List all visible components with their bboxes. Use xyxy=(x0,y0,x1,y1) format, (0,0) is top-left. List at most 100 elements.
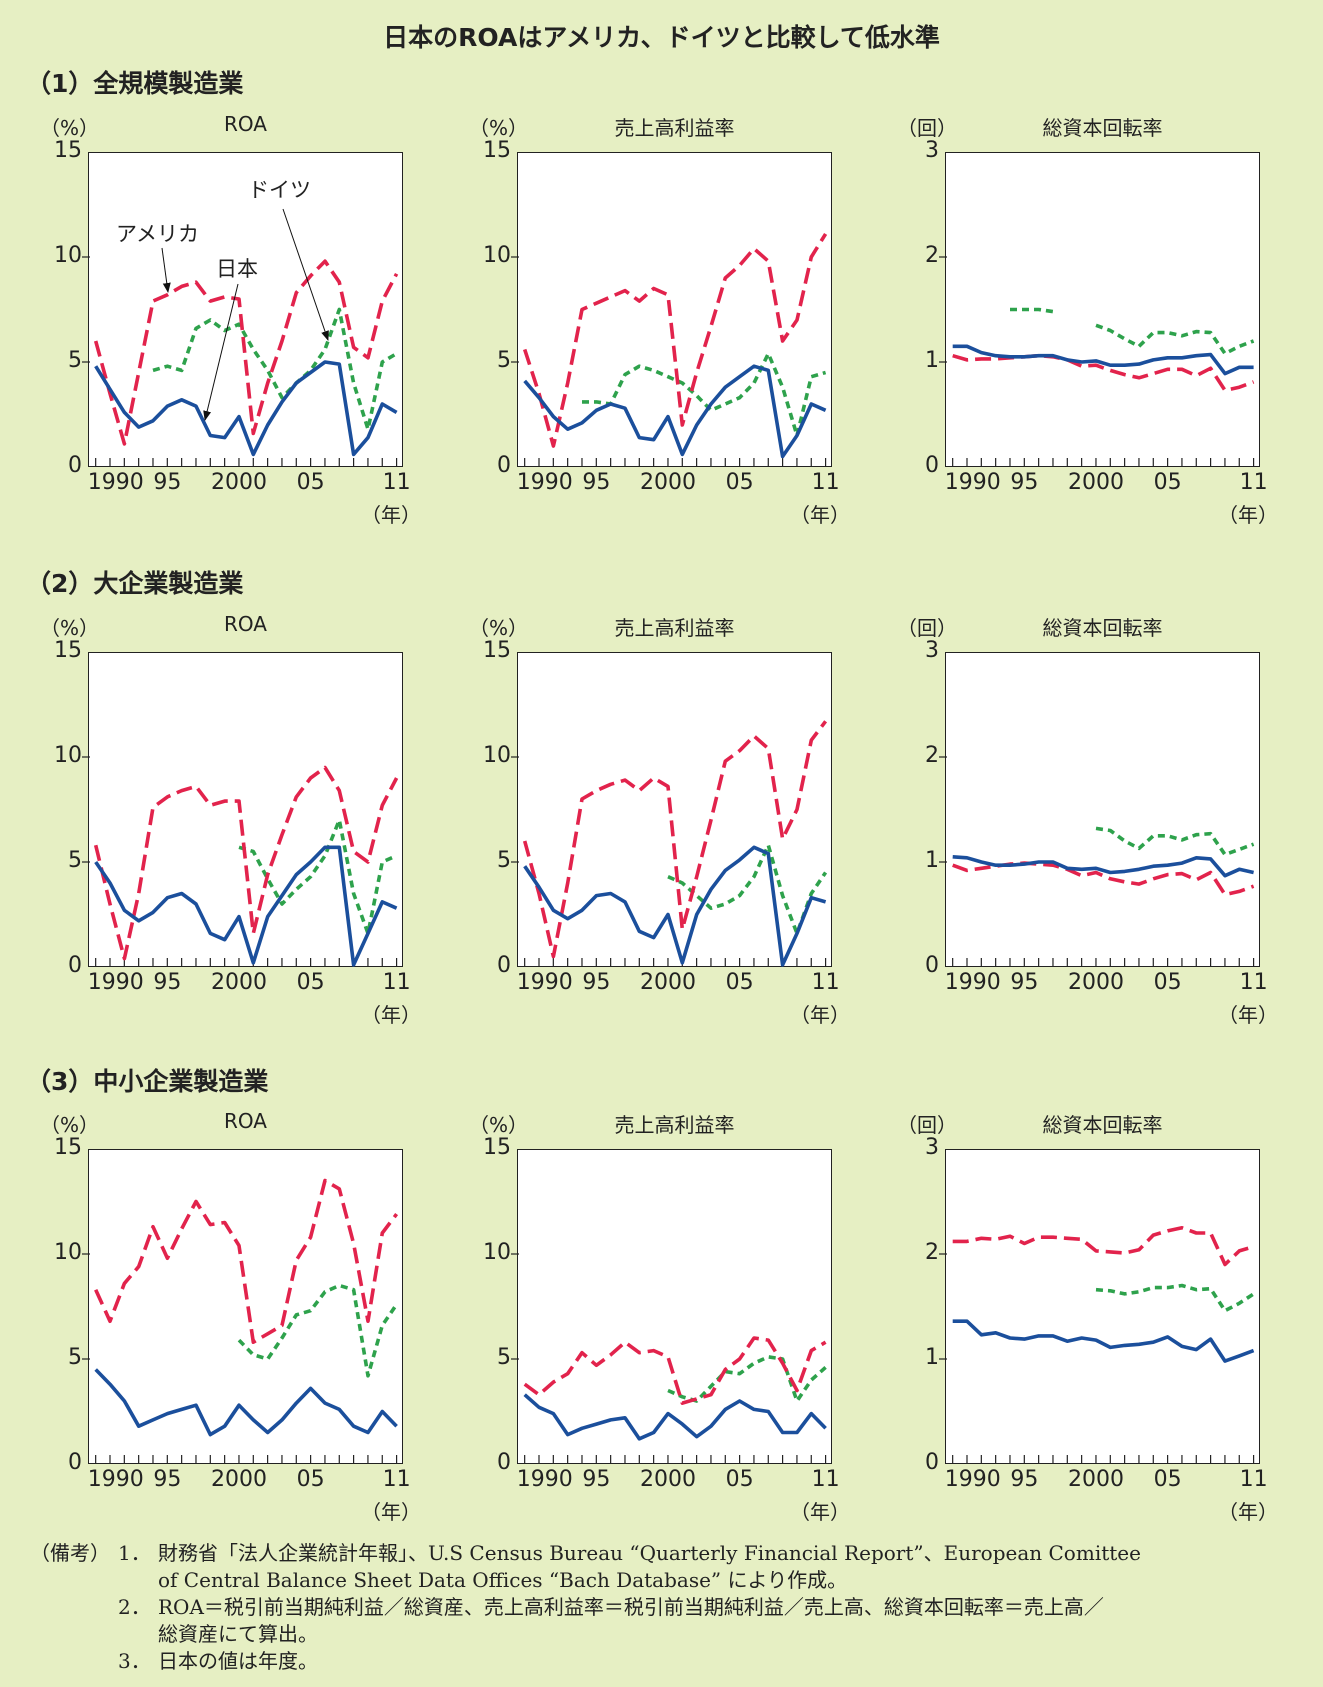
x-tick-label: 95 xyxy=(153,1467,182,1492)
x-tick-label: 11 xyxy=(1239,470,1268,495)
x-tick-label: 95 xyxy=(153,470,182,495)
annotation-germany: ドイツ xyxy=(248,178,311,202)
y-tick-label: 0 xyxy=(497,453,511,478)
x-unit-label: （年） xyxy=(361,1500,421,1524)
series-line-germany xyxy=(1010,307,1255,356)
note-text: 総資産にて算出。 xyxy=(158,1622,318,1646)
chart-svg xyxy=(939,256,1255,467)
series-line-japan xyxy=(523,845,827,967)
chart-title: 売上高利益率 xyxy=(614,116,735,140)
x-unit-label: （年） xyxy=(1218,1003,1278,1027)
y-tick-label: 2 xyxy=(925,1240,939,1265)
arrow-usa-icon xyxy=(161,247,171,293)
x-tick-label: 95 xyxy=(582,970,611,995)
series-line-usa xyxy=(952,1226,1255,1267)
y-tick-label: 0 xyxy=(68,1450,82,1475)
plot-area xyxy=(945,652,1260,967)
x-tick-label: 2000 xyxy=(1068,970,1124,995)
y-tick-label: 1 xyxy=(925,1345,939,1370)
note-num: 2． xyxy=(118,1595,151,1619)
y-tick-label: 15 xyxy=(54,138,82,163)
y-tick-label: 5 xyxy=(68,848,82,873)
y-tick-label: 10 xyxy=(54,1240,82,1265)
plot-area xyxy=(945,1149,1260,1464)
note-text: of Central Balance Sheet Data Offices “B… xyxy=(158,1568,848,1592)
y-tick-label: 0 xyxy=(497,1450,511,1475)
chart-svg xyxy=(82,1178,399,1464)
y-tick-label: 15 xyxy=(54,1135,82,1160)
x-tick-label: 1990 xyxy=(87,470,144,495)
series-line-usa xyxy=(523,1336,827,1405)
x-tick-label: 95 xyxy=(582,470,611,495)
series-line-germany xyxy=(238,818,398,936)
x-tick-label: 11 xyxy=(811,970,840,995)
series-line-germany xyxy=(237,1283,399,1378)
note-text: ROA＝税引前当期純利益／総資産、売上高利益率＝税引前当期純利益／売上高、総資本… xyxy=(158,1595,1104,1619)
chart-svg xyxy=(82,756,399,967)
series-line-japan xyxy=(952,1319,1255,1363)
y-unit-label: （回） xyxy=(897,616,957,640)
chart-title: 総資本回転率 xyxy=(1042,116,1163,140)
x-tick-label: 11 xyxy=(811,1467,840,1492)
x-tick-label: 2000 xyxy=(640,970,696,995)
note-text: 日本の値は年度。 xyxy=(158,1649,318,1673)
chart-title: ROA xyxy=(224,612,267,636)
y-tick-label: 3 xyxy=(925,638,939,663)
x-tick-label: 11 xyxy=(382,970,411,995)
x-tick-label: 95 xyxy=(1010,970,1039,995)
x-tick-label: 2000 xyxy=(640,470,696,495)
series-line-usa xyxy=(522,720,828,959)
series-line-japan xyxy=(523,1393,827,1441)
x-tick-label: 11 xyxy=(382,470,411,495)
x-tick-label: 2000 xyxy=(1068,1467,1124,1492)
arrow-japan-icon xyxy=(203,283,239,421)
page-title: 日本のROAはアメリカ、ドイツと比較して低水準 xyxy=(383,23,940,52)
x-unit-label: （年） xyxy=(790,1003,850,1027)
x-tick-label: 2000 xyxy=(1068,470,1124,495)
x-tick-label: 11 xyxy=(1239,1467,1268,1492)
x-unit-label: （年） xyxy=(790,503,850,527)
y-unit-label: （回） xyxy=(897,1113,957,1137)
y-tick-label: 10 xyxy=(483,243,511,268)
x-tick-label: 11 xyxy=(1239,970,1268,995)
plot-area xyxy=(945,152,1260,467)
series-line-japan xyxy=(94,1368,398,1437)
chart-svg xyxy=(511,720,828,967)
series-line-japan xyxy=(952,855,1254,878)
y-tick-label: 0 xyxy=(68,953,82,978)
y-tick-label: 15 xyxy=(483,638,511,663)
y-tick-label: 1 xyxy=(925,348,939,373)
series-line-usa xyxy=(93,765,399,961)
y-unit-label: （%） xyxy=(469,1113,529,1137)
x-unit-label: （年） xyxy=(361,503,421,527)
y-unit-label: （%） xyxy=(40,116,100,140)
chart-title: ROA xyxy=(224,112,267,136)
series-line-germany xyxy=(152,307,398,431)
y-unit-label: （%） xyxy=(40,1113,100,1137)
y-tick-label: 15 xyxy=(483,1135,511,1160)
y-tick-label: 0 xyxy=(925,1450,939,1475)
y-tick-label: 1 xyxy=(925,848,939,873)
x-tick-label: 95 xyxy=(582,1467,611,1492)
y-tick-label: 3 xyxy=(925,138,939,163)
x-tick-label: 95 xyxy=(1010,470,1039,495)
plot-area xyxy=(517,1149,832,1464)
x-tick-label: 11 xyxy=(811,470,840,495)
y-tick-label: 5 xyxy=(497,348,511,373)
y-tick-label: 5 xyxy=(68,1345,82,1370)
annotation-usa: アメリカ xyxy=(116,222,199,246)
series-line-japan xyxy=(94,845,398,967)
y-unit-label: （%） xyxy=(469,116,529,140)
y-unit-label: （%） xyxy=(469,616,529,640)
y-tick-label: 3 xyxy=(925,1135,939,1160)
y-tick-label: 15 xyxy=(483,138,511,163)
series-line-germany xyxy=(1095,826,1255,857)
y-tick-label: 15 xyxy=(54,638,82,663)
arrow-germany-icon xyxy=(282,208,329,341)
x-tick-label: 1990 xyxy=(944,1467,1001,1492)
x-unit-label: （年） xyxy=(790,1500,850,1524)
section-label-sme: （3）中小企業製造業 xyxy=(26,1067,269,1096)
y-tick-label: 5 xyxy=(497,1345,511,1370)
x-tick-label: 2000 xyxy=(211,970,267,995)
x-tick-label: 2000 xyxy=(211,470,267,495)
